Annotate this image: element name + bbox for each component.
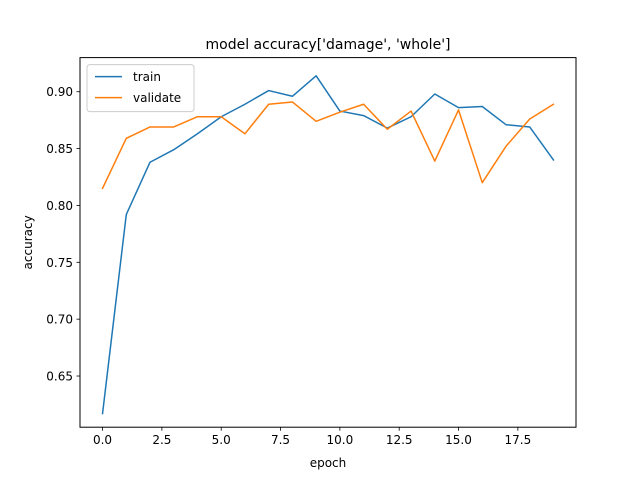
y-tick-label: 0.75	[46, 256, 73, 270]
y-axis: 0.65 0.70 0.75 0.80 0.85 0.90	[46, 85, 80, 384]
legend-label-train: train	[133, 70, 161, 84]
series-line-validate	[101, 101, 555, 190]
x-axis-label: epoch	[310, 456, 347, 470]
x-axis: 0.0 2.5 5.0 7.5 10.0 12.5 15.0 17.5	[93, 427, 531, 447]
legend: train validate	[86, 64, 195, 113]
y-tick-label: 0.65	[46, 370, 73, 384]
series-line-train	[101, 75, 555, 415]
x-tick-label: 12.5	[386, 433, 413, 447]
y-tick-label: 0.80	[46, 199, 73, 213]
plot-frame	[79, 57, 577, 428]
plot-lines	[101, 75, 555, 415]
x-tick-label: 10.0	[327, 433, 354, 447]
x-tick-label: 17.5	[504, 433, 531, 447]
x-tick-label: 7.5	[271, 433, 290, 447]
y-tick-label: 0.85	[46, 142, 73, 156]
y-tick-label: 0.90	[46, 85, 73, 99]
chart-title: model accuracy['damage', 'whole']	[206, 37, 451, 53]
x-tick-label: 0.0	[93, 433, 112, 447]
x-tick-label: 15.0	[445, 433, 472, 447]
legend-label-validate: validate	[133, 91, 181, 105]
x-tick-label: 2.5	[152, 433, 171, 447]
y-axis-label: accuracy	[21, 215, 35, 269]
x-tick-label: 5.0	[212, 433, 231, 447]
y-tick-label: 0.70	[46, 313, 73, 327]
